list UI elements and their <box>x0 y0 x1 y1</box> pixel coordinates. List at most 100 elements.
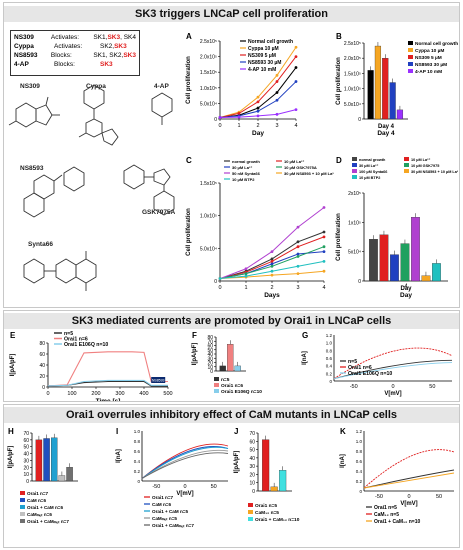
x-tick-label: 1 <box>244 285 247 291</box>
legend-label: Orai1 E106Q n=10 <box>64 342 108 348</box>
y-tick-label: 1.2 <box>356 429 363 434</box>
bar <box>389 82 396 120</box>
data-point <box>294 80 298 83</box>
legend-swatch <box>214 389 219 393</box>
legend-swatch <box>352 169 357 173</box>
y-tick-label: 5.0x10⁴ <box>344 102 361 108</box>
data-point <box>256 100 260 104</box>
legend-label: Orai1 + CaM₁₂ n=10 <box>255 517 300 523</box>
data-point <box>270 269 274 273</box>
chart-c: C 0 5.0x10⁴ 1.0x10⁵ 1.5x10⁵ 0 1 2 3 4 Cell prolife… <box>186 156 334 299</box>
y-tick-label: 0.2 <box>326 371 333 376</box>
legend-label: CaM₁₂ n=5 <box>374 512 399 518</box>
legend-swatch <box>408 41 413 45</box>
legend-label: normal growth <box>232 159 260 164</box>
legend-swatch <box>408 62 413 66</box>
legend-label: normal growth <box>359 158 386 162</box>
x-tick-label: 4 <box>294 123 297 129</box>
legend-swatch <box>352 175 357 179</box>
legend-label: CaMₘᵤₜ n=6 <box>27 512 52 517</box>
data-point <box>244 272 248 276</box>
data-point <box>275 80 279 83</box>
y-tick-label: 40 <box>207 352 213 358</box>
y-tick-label: 1.0x10⁵ <box>200 214 217 220</box>
panel-letter: G <box>302 331 308 340</box>
legend-label: CaM n=6 <box>27 498 46 503</box>
y-tick-label: 1.5x10⁵ <box>200 70 217 76</box>
y-tick-label: 0.4 <box>134 459 141 464</box>
legend-label: 4-AP 10 mM <box>248 67 276 73</box>
x-axis-label: V[mV] <box>176 491 193 497</box>
panel-letter: C <box>186 156 192 165</box>
data-point <box>296 272 300 276</box>
legend-swatch <box>20 505 25 509</box>
x-tick-label: 0 <box>218 123 221 129</box>
bar <box>66 467 73 482</box>
legend-label: NS8593 30 µM <box>248 60 281 66</box>
legend-swatch <box>248 510 253 514</box>
iv-curve <box>333 347 453 380</box>
y-tick-label: 2x10⁵ <box>348 191 361 197</box>
chart-k: K00.20.40.60.81.01.2-50 0 50I[nA]V[mV]Orai… <box>340 427 455 525</box>
x-tick-label: -50 <box>375 494 383 500</box>
compound-table: NS309 Activates: SK1, SK3, SK4 Cyppa Activa… <box>10 30 140 76</box>
iv-curve <box>141 446 229 479</box>
x-tick-label: 0 <box>46 391 49 397</box>
y-tick-label: 1.0x10⁵ <box>200 86 217 92</box>
data-point <box>244 267 248 271</box>
bar <box>379 234 389 282</box>
structure-label-ns309: NS309 <box>20 83 40 90</box>
y-tick-label: 0 <box>210 369 213 375</box>
bar <box>411 217 420 282</box>
x-tick-label: 4 <box>404 284 408 290</box>
data-point <box>256 109 260 113</box>
x-axis-label: Days <box>264 292 280 299</box>
y-tick-label: 5x10⁴ <box>348 250 361 256</box>
data-point <box>322 245 326 249</box>
data-point <box>270 273 274 277</box>
legend-label: Normal cell growth <box>415 41 458 47</box>
data-point <box>322 269 326 273</box>
structure-label-gsk7975a: GSK7975A <box>142 209 176 216</box>
x-tick-label: 0 <box>407 494 410 500</box>
legend-swatch <box>404 157 409 161</box>
data-point <box>296 255 300 258</box>
data-point <box>322 230 326 234</box>
data-point <box>270 260 274 263</box>
section-title: SK3 triggers LNCaP cell proliferation <box>4 6 459 22</box>
data-point <box>218 277 222 280</box>
x-tick-label: 0 <box>183 484 186 490</box>
legend-label: Orai1 n=6 <box>64 337 88 343</box>
legend-swatch <box>352 163 357 167</box>
legend-label: Orai1 n=5 <box>255 503 277 509</box>
data-point <box>275 98 279 102</box>
data-point <box>218 116 222 119</box>
y-tick-label: 0 <box>358 279 361 285</box>
y-tick-label: 5.0x10⁴ <box>200 246 217 252</box>
section-cam-mutants: Orai1 overrules inhibitory effect of CaM… <box>3 404 460 548</box>
legend-label: 30 µM NS8593 + 10 µM La³⁺ <box>284 171 334 176</box>
compound-row: NS8593 Blocks: SK1, SK2, SK3 <box>14 52 136 59</box>
chart-e: E 0 20 40 60 80 0 100 200 300 400 500 I[pA/pF] Time [… <box>10 331 173 401</box>
panel-letter: B <box>336 32 342 41</box>
bar <box>279 470 287 492</box>
y-tick-label: 40 <box>249 456 255 462</box>
legend-label: NS8593 30 µM <box>415 62 447 68</box>
legend-label: 10 µM La³⁺ <box>411 158 430 162</box>
y-tick-label: 20 <box>39 374 45 380</box>
legend-label: 10 µM La³⁺ <box>284 159 304 164</box>
data-point <box>270 264 274 268</box>
data-point <box>256 106 260 110</box>
bar <box>421 275 431 282</box>
legend-label: Orai1 n=7 <box>27 491 49 496</box>
x-axis-label: V[mV] <box>384 391 401 397</box>
legend-label: 30 µM La³⁺ <box>359 164 378 168</box>
bar <box>396 109 404 120</box>
y-tick-label: 1.5x10⁵ <box>344 71 361 77</box>
legend-label: 10 µM GSK7975A <box>284 165 317 170</box>
y-tick-label: 10 <box>249 481 255 487</box>
x-tick-label: 50 <box>436 494 442 500</box>
data-point <box>270 257 274 261</box>
x-tick-label: 2 <box>256 123 259 129</box>
